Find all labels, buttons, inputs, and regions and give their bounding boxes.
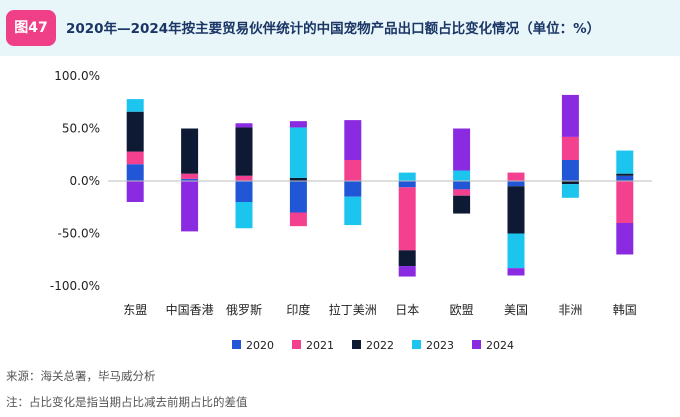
legend-swatch-2020 (232, 340, 241, 349)
bar-segment-2023 (344, 196, 362, 226)
bar-segment-2020 (507, 181, 525, 187)
bar-segment-2024 (235, 123, 253, 128)
bar-segment-2020 (344, 181, 362, 197)
legend-swatch-2023 (412, 340, 421, 349)
bar-segment-2020 (181, 178, 199, 181)
legend-label-2023: 2023 (426, 339, 454, 352)
bar-segment-2022 (507, 186, 525, 234)
bar-segment-2021 (561, 136, 579, 160)
bar-segment-2023 (561, 184, 579, 198)
bar-segment-2023 (453, 170, 471, 181)
bar-segment-2024 (561, 94, 579, 137)
bar-segment-2023 (289, 127, 307, 178)
bar-segment-2021 (181, 173, 199, 179)
bar-segment-2024 (126, 181, 144, 202)
source-note: 来源：海关总署，毕马威分析 (6, 369, 156, 383)
bar-segment-2023 (126, 99, 144, 112)
figure-badge: 图47 (6, 10, 56, 46)
bar-segment-2024 (616, 223, 634, 255)
x-tick-label: 印度 (286, 302, 310, 317)
legend-label-2021: 2021 (306, 339, 334, 352)
bar-segment-2022 (398, 250, 416, 267)
legend-label-2022: 2022 (366, 339, 394, 352)
x-tick-label: 韩国 (613, 302, 637, 317)
legend-swatch-2021 (292, 340, 301, 349)
x-tick-label: 俄罗斯 (226, 303, 262, 317)
bar-segment-2022 (453, 195, 471, 214)
x-tick-label: 欧盟 (450, 303, 474, 317)
x-tick-label: 美国 (504, 303, 528, 317)
bar-segment-2020 (616, 175, 634, 181)
bar-segment-2021 (616, 181, 634, 223)
x-tick-label: 中国香港 (166, 302, 214, 317)
bar-segment-2024 (181, 181, 199, 232)
y-tick-label: 0.0% (70, 174, 101, 188)
bar-segment-2022 (289, 177, 307, 181)
legend-label-2024: 2024 (486, 339, 514, 352)
legend-label-2020: 2020 (246, 339, 274, 352)
y-tick-label: 100.0% (54, 69, 100, 83)
bar-segment-2024 (398, 266, 416, 277)
x-tick-label: 东盟 (123, 303, 147, 317)
bar-segment-2024 (289, 121, 307, 128)
y-tick-label: 50.0% (62, 122, 100, 136)
bar-segment-2020 (289, 181, 307, 213)
bar-segment-2022 (235, 127, 253, 176)
bar-segment-2021 (344, 160, 362, 181)
bar-segment-2022 (616, 173, 634, 176)
legend-swatch-2024 (472, 340, 481, 349)
bar-segment-2020 (235, 181, 253, 202)
bar-segment-2024 (344, 120, 362, 160)
bar-segment-2021 (398, 187, 416, 251)
bar-segment-2023 (235, 202, 253, 229)
bar-segment-2023 (507, 233, 525, 269)
legend-swatch-2022 (352, 340, 361, 349)
bar-segment-2024 (507, 268, 525, 276)
x-tick-label: 拉丁美洲 (329, 302, 377, 317)
footnote: 注：占比变化是指当期占比减去前期占比的差值 (6, 395, 248, 409)
bar-segment-2020 (453, 181, 471, 190)
chart-area: 100.0% 50.0% 0.0% -50.0% -100.0% 东盟 中国香港 俄罗斯 印度 拉… (50, 69, 652, 352)
bar-segment-2022 (126, 111, 144, 152)
x-tick-label: 日本 (395, 303, 419, 317)
bar-segment-2020 (561, 160, 579, 181)
bar-segment-2020 (126, 164, 144, 181)
bar-segment-2024 (453, 128, 471, 171)
bar-segment-2020 (398, 181, 416, 188)
bar-segment-2021 (507, 172, 525, 181)
x-tick-label: 非洲 (558, 303, 582, 317)
bar-segment-2023 (616, 150, 634, 174)
chart-title: 2020年—2024年按主要贸易伙伴统计的中国宠物产品出口额占比变化情况（单位：… (66, 21, 601, 37)
bar-segment-2021 (126, 151, 144, 165)
bar-segment-2021 (453, 189, 471, 196)
chart-header: 图47 2020年—2024年按主要贸易伙伴统计的中国宠物产品出口额占比变化情况… (0, 0, 680, 56)
y-tick-label: -50.0% (58, 227, 100, 241)
bar-segment-2021 (235, 175, 253, 181)
bar-segment-2022 (561, 181, 579, 185)
bar-segment-2023 (398, 172, 416, 181)
y-tick-label: -100.0% (50, 279, 100, 293)
bar-segment-2022 (181, 128, 199, 174)
bar-segment-2021 (289, 212, 307, 227)
